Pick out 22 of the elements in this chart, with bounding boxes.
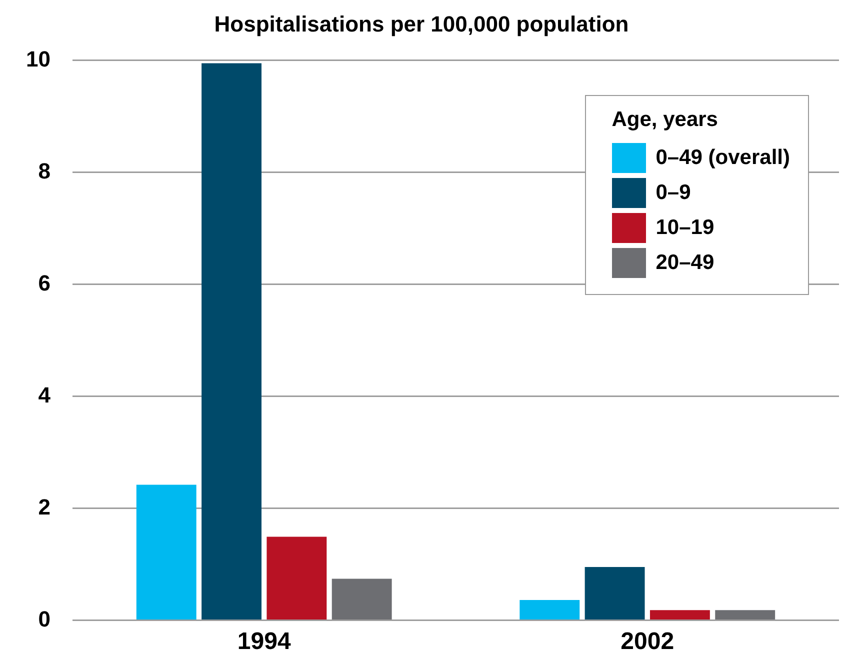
legend-title: Age, years	[612, 108, 719, 132]
bar	[136, 484, 196, 620]
bar	[650, 610, 710, 620]
legend-label: 10–19	[656, 216, 714, 240]
bar	[584, 567, 645, 620]
y-tick-label: 2	[38, 494, 50, 520]
legend-label: 0–49 (overall)	[656, 146, 790, 170]
bar	[520, 600, 580, 620]
y-tick-label: 8	[38, 158, 50, 184]
bar	[202, 63, 262, 620]
y-tick-label: 6	[38, 270, 50, 296]
y-tick-label: 0	[38, 606, 50, 632]
chart-title: Hospitalisations per 100,000 population	[214, 11, 629, 36]
bar	[332, 578, 392, 620]
y-tick-label: 4	[38, 382, 52, 408]
x-tick-label: 2002	[620, 628, 674, 656]
legend-label: 0–9	[656, 180, 691, 205]
x-tick-label: 1994	[237, 628, 292, 656]
legend-label: 20–49	[656, 250, 714, 275]
y-tick-label: 10	[26, 46, 50, 72]
bar	[715, 610, 776, 620]
bar	[266, 536, 327, 620]
